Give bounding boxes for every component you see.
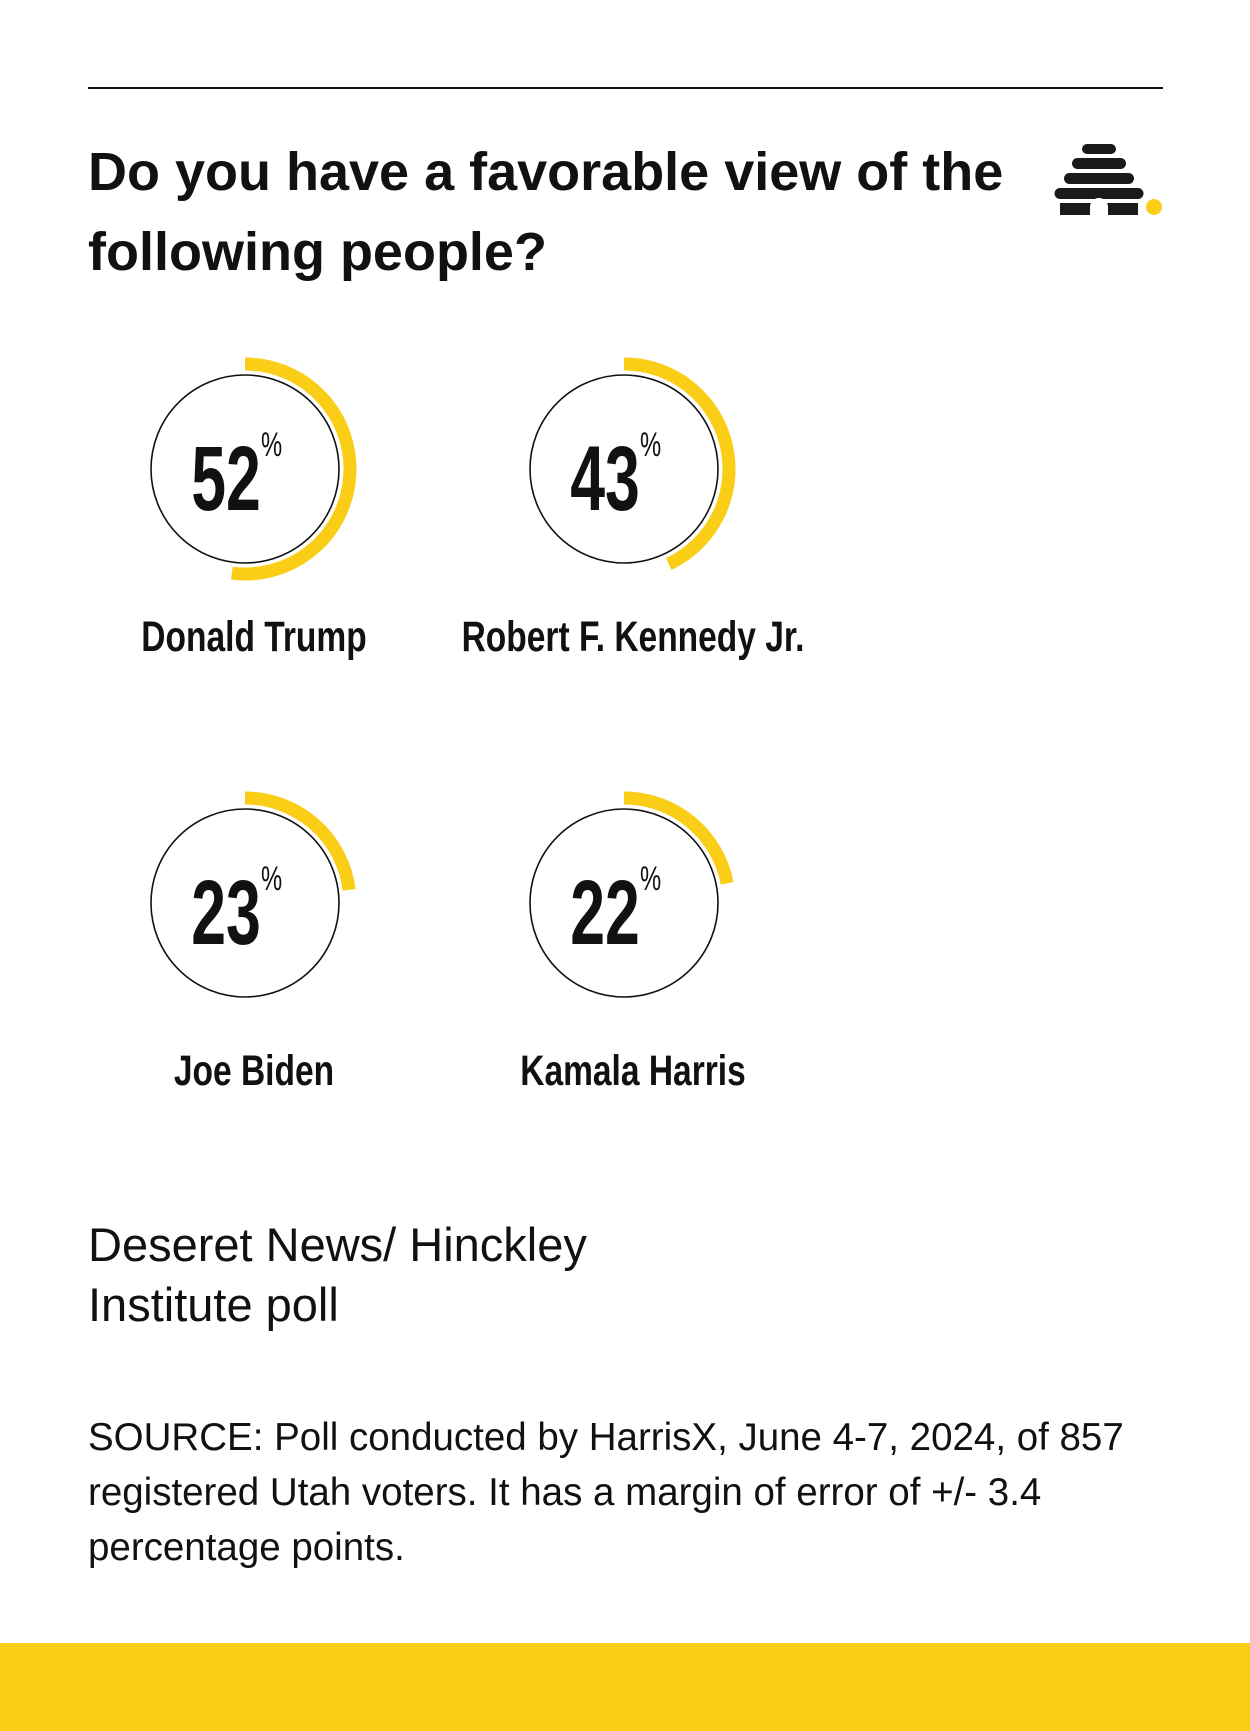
gauge-arc bbox=[231, 357, 357, 581]
publisher: Deseret News/ Hinckley Institute poll bbox=[88, 1218, 587, 1331]
gauge-arc bbox=[623, 791, 734, 885]
value-group: 43 bbox=[570, 427, 640, 530]
unit-label: % bbox=[261, 426, 282, 464]
gauge-arc bbox=[623, 357, 736, 570]
chart-title: Do you have a favorable view of the foll… bbox=[88, 142, 1004, 282]
category-label: Kamala Harris bbox=[520, 1047, 746, 1095]
unit-label: % bbox=[640, 860, 661, 898]
value-group: 52 bbox=[191, 427, 261, 530]
value-label: 22 bbox=[570, 861, 640, 964]
gauge-ring bbox=[150, 374, 340, 564]
value-group: 22 bbox=[570, 861, 640, 964]
gauge-arc bbox=[244, 791, 356, 891]
footer-band bbox=[0, 1643, 1250, 1731]
value-label: 43 bbox=[570, 427, 640, 530]
unit-group: % bbox=[640, 426, 661, 464]
name-group: Robert F. Kennedy Jr. bbox=[462, 613, 805, 661]
unit-group: % bbox=[261, 860, 282, 898]
unit-label: % bbox=[261, 860, 282, 898]
name-group: Kamala Harris bbox=[520, 1047, 746, 1095]
logo bbox=[1054, 144, 1162, 215]
value-label: 52 bbox=[191, 427, 261, 530]
unit-group: % bbox=[640, 860, 661, 898]
value-label: 23 bbox=[191, 861, 261, 964]
category-label: Donald Trump bbox=[141, 613, 366, 661]
name-group: Donald Trump bbox=[141, 613, 366, 661]
gauge-ring bbox=[150, 808, 340, 998]
gauge-ring bbox=[529, 808, 719, 998]
category-label: Robert F. Kennedy Jr. bbox=[462, 613, 805, 661]
category-label: Joe Biden bbox=[174, 1047, 334, 1095]
unit-label: % bbox=[640, 426, 661, 464]
value-group: 23 bbox=[191, 861, 261, 964]
name-group: Joe Biden bbox=[174, 1047, 334, 1095]
source-note: SOURCE: Poll conducted by HarrisX, June … bbox=[88, 1416, 1124, 1569]
gauge-ring bbox=[529, 374, 719, 564]
unit-group: % bbox=[261, 426, 282, 464]
